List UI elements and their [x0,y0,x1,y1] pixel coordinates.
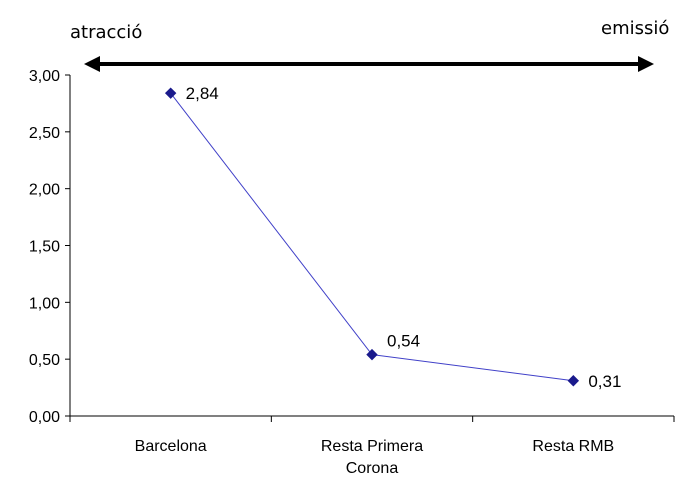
data-point-marker [164,87,177,99]
y-axis-ticks: 0,00 0,50 1,00 1,50 2,00 2,50 3,00 [29,68,70,426]
data-label: 0,31 [588,372,621,391]
y-tick-label: 1,50 [29,239,60,256]
y-tick-label: 1,00 [29,295,60,312]
data-point-marker [366,348,378,361]
y-tick-label: 0,00 [29,409,60,426]
x-tick-label: Resta Primera Corona [321,438,423,477]
arrow-head-left [84,56,100,72]
series-line [170,92,574,382]
x-tick-label: Resta RMB [532,438,614,455]
data-point-marker [567,375,580,387]
annotation-right-label: emissió [601,18,670,39]
y-tick-label: 0,50 [29,352,60,369]
data-label: 0,54 [387,332,420,351]
arrow-head-right [638,56,654,72]
data-label: 2,84 [186,84,219,103]
series-line-group: 2,84 0,54 0,31 [164,84,621,391]
chart-axes [69,75,674,417]
attraction-emission-arrow [84,56,654,72]
y-tick-label: 2,50 [29,125,60,142]
x-axis-ticks: Barcelona Resta Primera Corona Resta RMB [69,416,675,477]
y-tick-label: 3,00 [29,68,60,85]
x-tick-label: Barcelona [135,438,207,455]
annotation-left-label: atracció [70,22,143,43]
y-tick-label: 2,00 [29,182,60,199]
